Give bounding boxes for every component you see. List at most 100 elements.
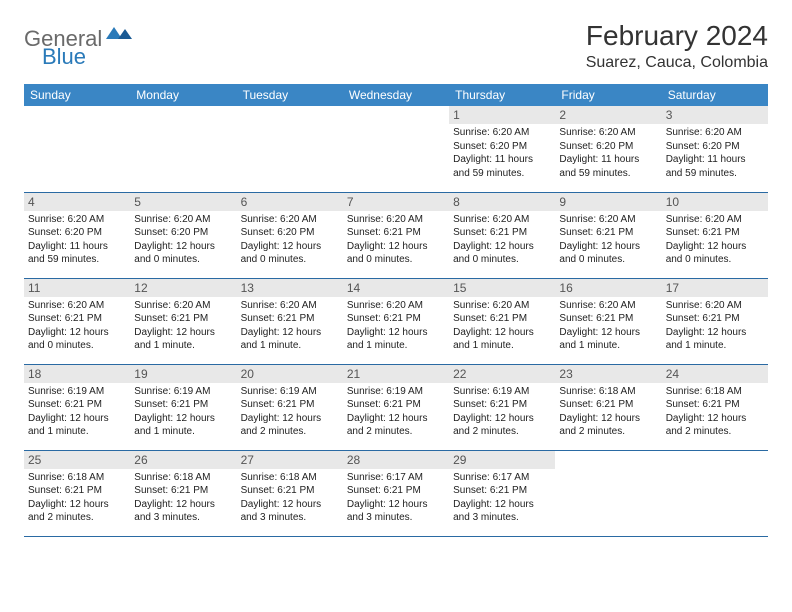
- day-body: Sunrise: 6:20 AMSunset: 6:21 PMDaylight:…: [237, 297, 343, 357]
- sunrise-text: Sunrise: 6:20 AM: [559, 299, 657, 313]
- calendar-cell: 7Sunrise: 6:20 AMSunset: 6:21 PMDaylight…: [343, 192, 449, 278]
- day-body: Sunrise: 6:20 AMSunset: 6:21 PMDaylight:…: [555, 211, 661, 271]
- day-number: 1: [449, 106, 555, 124]
- daylight-text: Daylight: 12 hours and 3 minutes.: [134, 498, 232, 525]
- day-number: 19: [130, 365, 236, 383]
- calendar-cell: 6Sunrise: 6:20 AMSunset: 6:20 PMDaylight…: [237, 192, 343, 278]
- day-body: Sunrise: 6:20 AMSunset: 6:21 PMDaylight:…: [24, 297, 130, 357]
- sunset-text: Sunset: 6:21 PM: [559, 398, 657, 412]
- sunrise-text: Sunrise: 6:17 AM: [347, 471, 445, 485]
- daylight-text: Daylight: 12 hours and 3 minutes.: [347, 498, 445, 525]
- day-body: Sunrise: 6:20 AMSunset: 6:20 PMDaylight:…: [449, 124, 555, 184]
- daylight-text: Daylight: 12 hours and 2 minutes.: [28, 498, 126, 525]
- sunrise-text: Sunrise: 6:20 AM: [347, 213, 445, 227]
- daylight-text: Daylight: 12 hours and 1 minute.: [559, 326, 657, 353]
- calendar-cell: 15Sunrise: 6:20 AMSunset: 6:21 PMDayligh…: [449, 278, 555, 364]
- day-body: Sunrise: 6:20 AMSunset: 6:21 PMDaylight:…: [343, 297, 449, 357]
- day-body: Sunrise: 6:20 AMSunset: 6:21 PMDaylight:…: [555, 297, 661, 357]
- sunset-text: Sunset: 6:21 PM: [666, 226, 764, 240]
- sunrise-text: Sunrise: 6:20 AM: [241, 299, 339, 313]
- sunrise-text: Sunrise: 6:20 AM: [666, 299, 764, 313]
- weekday-header: Tuesday: [237, 84, 343, 106]
- daylight-text: Daylight: 12 hours and 0 minutes.: [134, 240, 232, 267]
- sunrise-text: Sunrise: 6:20 AM: [453, 126, 551, 140]
- calendar-cell: 27Sunrise: 6:18 AMSunset: 6:21 PMDayligh…: [237, 450, 343, 536]
- sunset-text: Sunset: 6:21 PM: [241, 312, 339, 326]
- day-number: 10: [662, 193, 768, 211]
- sunrise-text: Sunrise: 6:20 AM: [134, 213, 232, 227]
- daylight-text: Daylight: 12 hours and 1 minute.: [28, 412, 126, 439]
- daylight-text: Daylight: 12 hours and 0 minutes.: [666, 240, 764, 267]
- sunset-text: Sunset: 6:21 PM: [666, 312, 764, 326]
- day-body: Sunrise: 6:19 AMSunset: 6:21 PMDaylight:…: [24, 383, 130, 443]
- sunset-text: Sunset: 6:21 PM: [241, 398, 339, 412]
- calendar-cell: 26Sunrise: 6:18 AMSunset: 6:21 PMDayligh…: [130, 450, 236, 536]
- sunset-text: Sunset: 6:21 PM: [347, 484, 445, 498]
- sunrise-text: Sunrise: 6:20 AM: [134, 299, 232, 313]
- title-block: February 2024 Suarez, Cauca, Colombia: [586, 20, 768, 72]
- day-number: 22: [449, 365, 555, 383]
- day-number: 2: [555, 106, 661, 124]
- day-body: Sunrise: 6:19 AMSunset: 6:21 PMDaylight:…: [130, 383, 236, 443]
- day-body: Sunrise: 6:20 AMSunset: 6:20 PMDaylight:…: [24, 211, 130, 271]
- calendar-row: 18Sunrise: 6:19 AMSunset: 6:21 PMDayligh…: [24, 364, 768, 450]
- calendar-cell: 5 Sunrise: 6:20 AMSunset: 6:20 PMDaylight…: [130, 192, 236, 278]
- sunrise-text: Sunrise: 6:18 AM: [28, 471, 126, 485]
- day-number: 28: [343, 451, 449, 469]
- sunset-text: Sunset: 6:20 PM: [28, 226, 126, 240]
- calendar-cell: [343, 106, 449, 192]
- calendar-row: 25Sunrise: 6:18 AMSunset: 6:21 PMDayligh…: [24, 450, 768, 536]
- sunset-text: Sunset: 6:20 PM: [241, 226, 339, 240]
- day-body: Sunrise: 6:18 AMSunset: 6:21 PMDaylight:…: [237, 469, 343, 529]
- day-number: 17: [662, 279, 768, 297]
- daylight-text: Daylight: 11 hours and 59 minutes.: [453, 153, 551, 180]
- day-number: 9: [555, 193, 661, 211]
- calendar-row: 1Sunrise: 6:20 AMSunset: 6:20 PMDaylight…: [24, 106, 768, 192]
- weekday-header: Thursday: [449, 84, 555, 106]
- sunrise-text: Sunrise: 6:20 AM: [347, 299, 445, 313]
- sunrise-text: Sunrise: 6:19 AM: [241, 385, 339, 399]
- sunrise-text: Sunrise: 6:20 AM: [559, 126, 657, 140]
- day-number: 24: [662, 365, 768, 383]
- sunset-text: Sunset: 6:21 PM: [347, 312, 445, 326]
- daylight-text: Daylight: 11 hours and 59 minutes.: [28, 240, 126, 267]
- calendar-cell: 11Sunrise: 6:20 AMSunset: 6:21 PMDayligh…: [24, 278, 130, 364]
- sunrise-text: Sunrise: 6:19 AM: [347, 385, 445, 399]
- sunset-text: Sunset: 6:21 PM: [666, 398, 764, 412]
- sunset-text: Sunset: 6:21 PM: [559, 312, 657, 326]
- day-number: 18: [24, 365, 130, 383]
- daylight-text: Daylight: 12 hours and 0 minutes.: [559, 240, 657, 267]
- daylight-text: Daylight: 12 hours and 2 minutes.: [241, 412, 339, 439]
- sunrise-text: Sunrise: 6:18 AM: [134, 471, 232, 485]
- sunrise-text: Sunrise: 6:19 AM: [453, 385, 551, 399]
- daylight-text: Daylight: 12 hours and 0 minutes.: [241, 240, 339, 267]
- sunset-text: Sunset: 6:21 PM: [453, 312, 551, 326]
- day-body: Sunrise: 6:20 AMSunset: 6:21 PMDaylight:…: [449, 297, 555, 357]
- day-number: 3: [662, 106, 768, 124]
- header: General Blue February 2024 Suarez, Cauca…: [24, 20, 768, 72]
- sunrise-text: Sunrise: 6:20 AM: [666, 213, 764, 227]
- day-body: Sunrise: 6:18 AMSunset: 6:21 PMDaylight:…: [24, 469, 130, 529]
- weekday-header: Wednesday: [343, 84, 449, 106]
- day-number: 4: [24, 193, 130, 211]
- calendar-cell: 24Sunrise: 6:18 AMSunset: 6:21 PMDayligh…: [662, 364, 768, 450]
- daylight-text: Daylight: 12 hours and 2 minutes.: [666, 412, 764, 439]
- sunset-text: Sunset: 6:21 PM: [134, 398, 232, 412]
- sunset-text: Sunset: 6:21 PM: [559, 226, 657, 240]
- day-number: 8: [449, 193, 555, 211]
- calendar-row: 4Sunrise: 6:20 AMSunset: 6:20 PMDaylight…: [24, 192, 768, 278]
- calendar-cell: 10 Sunrise: 6:20 AMSunset: 6:21 PMDayligh…: [662, 192, 768, 278]
- calendar-cell: 8Sunrise: 6:20 AMSunset: 6:21 PMDaylight…: [449, 192, 555, 278]
- day-number: 20: [237, 365, 343, 383]
- calendar-cell: 1Sunrise: 6:20 AMSunset: 6:20 PMDaylight…: [449, 106, 555, 192]
- day-body: Sunrise: 6:17 AMSunset: 6:21 PMDaylight:…: [449, 469, 555, 529]
- calendar-cell: 3Sunrise: 6:20 AMSunset: 6:20 PMDaylight…: [662, 106, 768, 192]
- sunset-text: Sunset: 6:20 PM: [666, 140, 764, 154]
- sunset-text: Sunset: 6:20 PM: [559, 140, 657, 154]
- sunset-text: Sunset: 6:20 PM: [134, 226, 232, 240]
- daylight-text: Daylight: 12 hours and 0 minutes.: [28, 326, 126, 353]
- day-number: 5: [130, 193, 236, 211]
- daylight-text: Daylight: 11 hours and 59 minutes.: [559, 153, 657, 180]
- day-number: 26: [130, 451, 236, 469]
- calendar-cell: [24, 106, 130, 192]
